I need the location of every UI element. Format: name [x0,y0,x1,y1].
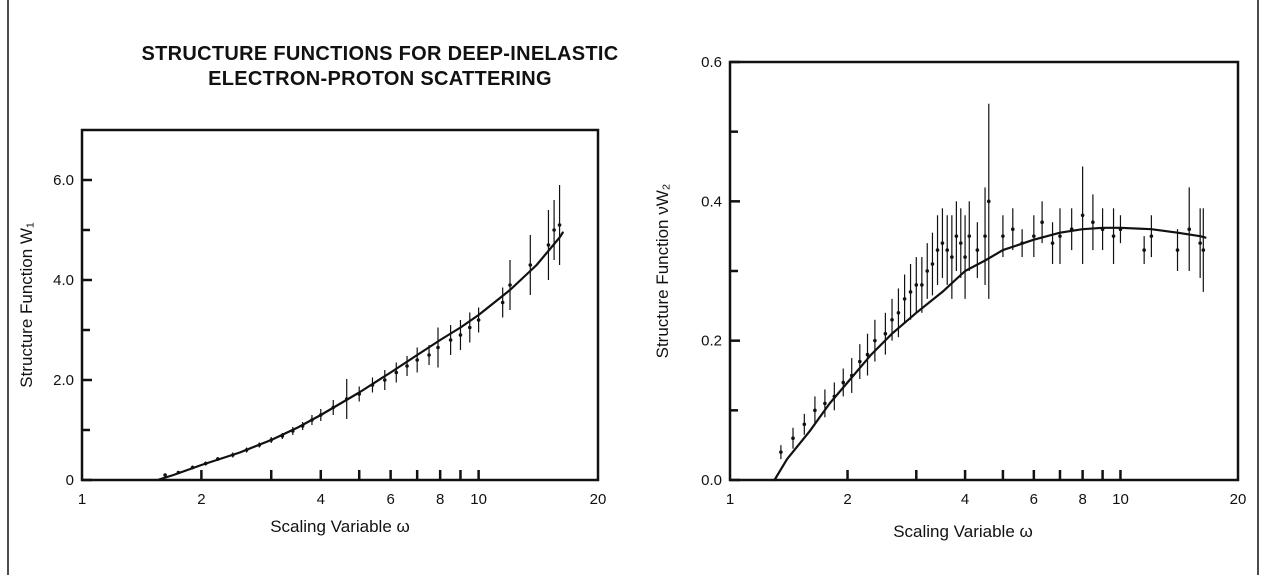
x-tick-label: 20 [590,491,607,508]
data-point [1149,234,1154,238]
data-point [925,269,930,273]
data-point [1032,234,1036,238]
data-point [436,345,440,350]
data-point [1001,234,1005,238]
data-point [779,450,783,454]
x-tick-label: 8 [1078,491,1086,508]
data-point [427,353,431,357]
data-point [500,300,505,305]
data-point [528,263,533,267]
data-point [415,358,419,362]
data-point [1011,227,1015,231]
data-point [963,255,967,259]
x-tick-label: 4 [961,491,969,508]
x-tick-label: 1 [78,491,86,508]
data-point [1187,227,1192,231]
x-axis-label: Scaling Variable ω [270,517,410,536]
data-point [865,352,870,357]
data-point [908,290,913,294]
title-line-2: ELECTRON-PROTON SCATTERING [208,68,552,90]
data-point [986,199,991,204]
data-point [1175,248,1180,252]
data-point [902,297,907,301]
data-point [394,370,399,375]
data-point [557,223,562,227]
data-point [1091,220,1095,225]
y-axis-label: Structure Function W₁ [17,222,36,388]
data-point [896,311,901,315]
x-tick-label: 8 [436,491,444,508]
data-point [791,436,795,441]
data-point [1198,241,1202,245]
data-point [930,262,935,266]
chart-2: 1 2 4 6 8 10 20 0.0 0.2 0.4 0.6 Scaling Variable ω S… [653,54,1246,541]
y-tick-label: 0.2 [701,333,722,350]
data-point [163,473,167,477]
data-point [467,325,472,330]
data-point [914,283,919,287]
data-point [448,338,453,342]
data-point [546,243,551,247]
data-point [873,338,877,343]
y-tick-label: 0 [66,472,74,489]
fit-curve [773,226,1207,482]
data-point [552,228,556,232]
x-tick-label: 10 [1112,491,1129,508]
y-tick-label: 2.0 [53,372,74,389]
data-point [945,248,950,252]
data-point [935,248,940,252]
title-line-1: STRUCTURE FUNCTIONS FOR DEEP-INELASTIC [141,43,619,65]
data-point [1050,241,1055,245]
data-point [967,234,972,238]
x-tick-label: 20 [1230,491,1247,508]
data-point [1111,234,1116,238]
x-tick-label: 1 [726,491,734,508]
y-tick-label: 6.0 [53,172,74,189]
x-tick-label: 6 [1030,491,1038,508]
data-point [813,408,817,413]
data-point [1201,248,1206,252]
data-point [950,255,954,259]
fit-curve [156,231,564,482]
x-tick-label: 2 [843,491,851,508]
plot-frame [80,128,600,482]
data-point [405,364,409,368]
figure-title: STRUCTURE FUNCTIONS FOR DEEP-INELASTIC E… [80,42,680,92]
x-tick-label: 6 [386,491,394,508]
data-point [802,422,807,427]
x-tick-label: 2 [197,491,205,508]
data-point [920,283,924,287]
data-point [983,234,987,238]
chart-1: 1 2 4 6 8 10 20 0 2.0 4.0 6.0 Scaling Variable ω Str… [17,128,607,536]
y-axis-label: Structure Function νW₂ [653,184,672,359]
y-tick-label: 4.0 [53,272,74,289]
data-point [458,333,463,337]
data-point [508,283,512,287]
data-point [858,359,862,364]
data-point [841,380,846,385]
data-point [382,378,387,382]
y-tick-label: 0.0 [701,472,722,489]
data-point [1040,220,1044,225]
data-point [1080,213,1085,218]
data-point [975,248,980,252]
data-point [823,401,827,406]
data-point [476,318,481,322]
x-axis-label: Scaling Variable ω [893,522,1033,541]
x-tick-label: 4 [317,491,325,508]
y-tick-label: 0.4 [701,193,722,210]
data-point [954,234,959,238]
data-point [958,241,963,245]
data-point [1142,248,1146,252]
y-tick-label: 0.6 [701,54,722,71]
data-point [940,241,945,245]
data-point [890,317,894,322]
data-point [883,331,888,336]
data-point [1058,234,1062,238]
plot-frame [728,60,1240,482]
x-tick-label: 10 [470,491,487,508]
